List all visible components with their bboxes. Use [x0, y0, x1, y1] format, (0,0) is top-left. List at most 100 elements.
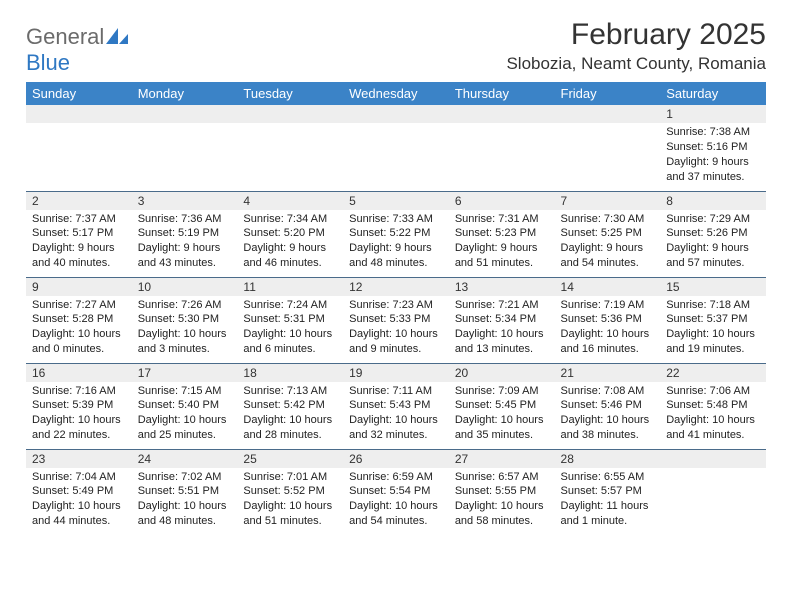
day-details: [660, 468, 766, 472]
day-number: 9: [26, 278, 132, 296]
day-number: 26: [343, 450, 449, 468]
day-details: Sunrise: 7:31 AMSunset: 5:23 PMDaylight:…: [449, 210, 555, 273]
weekday-header: Wednesday: [343, 82, 449, 105]
day-details: Sunrise: 7:04 AMSunset: 5:49 PMDaylight:…: [26, 468, 132, 531]
calendar-day-cell: 28Sunrise: 6:55 AMSunset: 5:57 PMDayligh…: [555, 449, 661, 535]
day-number: 1: [660, 105, 766, 123]
day-details: [26, 123, 132, 127]
day-details: Sunrise: 7:08 AMSunset: 5:46 PMDaylight:…: [555, 382, 661, 445]
logo-general: General: [26, 24, 104, 49]
location: Slobozia, Neamt County, Romania: [506, 54, 766, 74]
day-number: 28: [555, 450, 661, 468]
calendar-day-cell: 14Sunrise: 7:19 AMSunset: 5:36 PMDayligh…: [555, 277, 661, 363]
day-details: Sunrise: 7:06 AMSunset: 5:48 PMDaylight:…: [660, 382, 766, 445]
calendar-day-cell: 11Sunrise: 7:24 AMSunset: 5:31 PMDayligh…: [237, 277, 343, 363]
day-details: Sunrise: 7:33 AMSunset: 5:22 PMDaylight:…: [343, 210, 449, 273]
day-details: [343, 123, 449, 127]
calendar-day-cell: 19Sunrise: 7:11 AMSunset: 5:43 PMDayligh…: [343, 363, 449, 449]
calendar-day-cell: 23Sunrise: 7:04 AMSunset: 5:49 PMDayligh…: [26, 449, 132, 535]
day-number: 25: [237, 450, 343, 468]
day-details: Sunrise: 7:27 AMSunset: 5:28 PMDaylight:…: [26, 296, 132, 359]
calendar-day-cell: 3Sunrise: 7:36 AMSunset: 5:19 PMDaylight…: [132, 191, 238, 277]
brand-logo: General Blue: [26, 18, 128, 76]
day-number: 13: [449, 278, 555, 296]
day-details: Sunrise: 7:38 AMSunset: 5:16 PMDaylight:…: [660, 123, 766, 186]
day-number: 18: [237, 364, 343, 382]
calendar-day-cell: 7Sunrise: 7:30 AMSunset: 5:25 PMDaylight…: [555, 191, 661, 277]
calendar-table: Sunday Monday Tuesday Wednesday Thursday…: [26, 82, 766, 535]
day-number: [26, 105, 132, 123]
day-details: Sunrise: 7:26 AMSunset: 5:30 PMDaylight:…: [132, 296, 238, 359]
sail-icon: [106, 28, 128, 49]
day-details: Sunrise: 6:55 AMSunset: 5:57 PMDaylight:…: [555, 468, 661, 531]
header: General Blue February 2025 Slobozia, Nea…: [26, 18, 766, 76]
day-details: Sunrise: 7:23 AMSunset: 5:33 PMDaylight:…: [343, 296, 449, 359]
calendar-day-cell: 21Sunrise: 7:08 AMSunset: 5:46 PMDayligh…: [555, 363, 661, 449]
day-number: [132, 105, 238, 123]
calendar-day-cell: [660, 449, 766, 535]
day-number: [660, 450, 766, 468]
day-number: 8: [660, 192, 766, 210]
day-number: 19: [343, 364, 449, 382]
day-number: [343, 105, 449, 123]
day-details: Sunrise: 7:01 AMSunset: 5:52 PMDaylight:…: [237, 468, 343, 531]
calendar-day-cell: 17Sunrise: 7:15 AMSunset: 5:40 PMDayligh…: [132, 363, 238, 449]
calendar-day-cell: [26, 105, 132, 191]
weekday-header-row: Sunday Monday Tuesday Wednesday Thursday…: [26, 82, 766, 105]
day-details: Sunrise: 6:59 AMSunset: 5:54 PMDaylight:…: [343, 468, 449, 531]
day-number: 10: [132, 278, 238, 296]
day-number: [555, 105, 661, 123]
calendar-day-cell: 27Sunrise: 6:57 AMSunset: 5:55 PMDayligh…: [449, 449, 555, 535]
day-details: Sunrise: 7:02 AMSunset: 5:51 PMDaylight:…: [132, 468, 238, 531]
day-number: [237, 105, 343, 123]
day-details: Sunrise: 7:37 AMSunset: 5:17 PMDaylight:…: [26, 210, 132, 273]
weekday-header: Saturday: [660, 82, 766, 105]
day-details: Sunrise: 7:36 AMSunset: 5:19 PMDaylight:…: [132, 210, 238, 273]
calendar-day-cell: 15Sunrise: 7:18 AMSunset: 5:37 PMDayligh…: [660, 277, 766, 363]
day-number: 15: [660, 278, 766, 296]
day-number: 2: [26, 192, 132, 210]
calendar-day-cell: [343, 105, 449, 191]
calendar-week-row: 1Sunrise: 7:38 AMSunset: 5:16 PMDaylight…: [26, 105, 766, 191]
calendar-week-row: 9Sunrise: 7:27 AMSunset: 5:28 PMDaylight…: [26, 277, 766, 363]
day-number: 24: [132, 450, 238, 468]
day-number: 12: [343, 278, 449, 296]
calendar-day-cell: 18Sunrise: 7:13 AMSunset: 5:42 PMDayligh…: [237, 363, 343, 449]
weekday-header: Monday: [132, 82, 238, 105]
day-number: 17: [132, 364, 238, 382]
weekday-header: Friday: [555, 82, 661, 105]
calendar-day-cell: 25Sunrise: 7:01 AMSunset: 5:52 PMDayligh…: [237, 449, 343, 535]
month-title: February 2025: [506, 18, 766, 52]
calendar-day-cell: 6Sunrise: 7:31 AMSunset: 5:23 PMDaylight…: [449, 191, 555, 277]
day-details: Sunrise: 7:24 AMSunset: 5:31 PMDaylight:…: [237, 296, 343, 359]
day-details: [132, 123, 238, 127]
day-number: 21: [555, 364, 661, 382]
calendar-day-cell: 9Sunrise: 7:27 AMSunset: 5:28 PMDaylight…: [26, 277, 132, 363]
calendar-day-cell: 24Sunrise: 7:02 AMSunset: 5:51 PMDayligh…: [132, 449, 238, 535]
calendar-day-cell: 10Sunrise: 7:26 AMSunset: 5:30 PMDayligh…: [132, 277, 238, 363]
day-number: 4: [237, 192, 343, 210]
day-details: Sunrise: 7:21 AMSunset: 5:34 PMDaylight:…: [449, 296, 555, 359]
day-number: 27: [449, 450, 555, 468]
calendar-day-cell: 8Sunrise: 7:29 AMSunset: 5:26 PMDaylight…: [660, 191, 766, 277]
calendar-day-cell: 2Sunrise: 7:37 AMSunset: 5:17 PMDaylight…: [26, 191, 132, 277]
day-number: 11: [237, 278, 343, 296]
day-details: [449, 123, 555, 127]
calendar-week-row: 16Sunrise: 7:16 AMSunset: 5:39 PMDayligh…: [26, 363, 766, 449]
day-details: [237, 123, 343, 127]
calendar-week-row: 23Sunrise: 7:04 AMSunset: 5:49 PMDayligh…: [26, 449, 766, 535]
weekday-header: Tuesday: [237, 82, 343, 105]
day-number: 6: [449, 192, 555, 210]
calendar-day-cell: 5Sunrise: 7:33 AMSunset: 5:22 PMDaylight…: [343, 191, 449, 277]
calendar-day-cell: [449, 105, 555, 191]
day-details: Sunrise: 7:34 AMSunset: 5:20 PMDaylight:…: [237, 210, 343, 273]
calendar-day-cell: [132, 105, 238, 191]
day-details: Sunrise: 7:19 AMSunset: 5:36 PMDaylight:…: [555, 296, 661, 359]
day-number: 3: [132, 192, 238, 210]
day-details: [555, 123, 661, 127]
day-number: 23: [26, 450, 132, 468]
logo-text: General Blue: [26, 24, 128, 76]
calendar-day-cell: 1Sunrise: 7:38 AMSunset: 5:16 PMDaylight…: [660, 105, 766, 191]
weekday-header: Thursday: [449, 82, 555, 105]
day-number: 22: [660, 364, 766, 382]
